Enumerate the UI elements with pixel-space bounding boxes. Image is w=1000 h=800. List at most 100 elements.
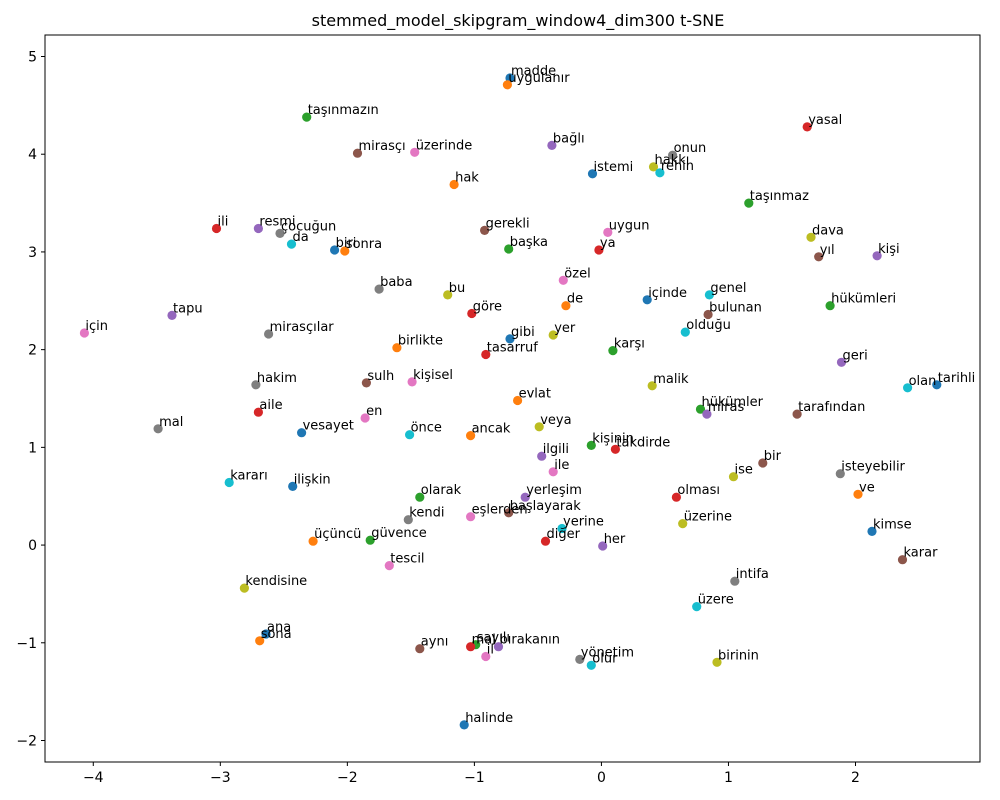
point-marker-66 [548,467,558,477]
point-marker-37 [264,329,274,339]
point-marker-7 [668,150,678,160]
point-marker-76 [466,512,476,522]
point-label-83: diğer [547,527,581,542]
point-marker-18 [806,232,816,242]
point-marker-16 [603,227,613,237]
point-label-1: uygulanır [508,71,570,86]
point-label-20: biri [336,236,357,251]
point-label-54: miras [708,400,745,415]
point-marker-48 [647,381,657,391]
point-marker-73 [671,492,682,502]
point-marker-23 [594,245,604,255]
point-marker-64 [537,451,547,461]
point-label-46: kişisel [413,368,453,383]
point-marker-49 [903,383,913,393]
point-label-60: vesayet [303,419,354,434]
point-label-74: yerleşim [526,483,582,498]
point-marker-43 [481,349,491,360]
point-label-69: kararı [230,469,268,484]
point-label-21: sonra [346,237,382,252]
point-marker-50 [932,380,942,390]
point-marker-32 [825,301,835,311]
point-marker-34 [167,310,177,320]
point-label-30: içinde [648,286,687,301]
point-label-79: yerine [563,515,604,530]
point-label-0: madde [511,64,556,79]
x-tick-label-5: 1 [724,770,733,786]
point-marker-47 [251,380,261,390]
point-label-72: olarak [421,483,462,498]
point-label-89: üzere [698,593,734,608]
chart-title: stemmed_model_skipgram_window4_dim300 t-… [312,11,725,31]
point-label-10: istemi [594,160,634,175]
point-marker-13 [211,223,222,234]
point-marker-63 [610,444,621,454]
point-label-75: başlayarak [510,499,582,514]
point-marker-67 [835,469,845,479]
point-label-2: taşınmazın [308,103,379,118]
point-label-43: tasarruf [487,341,539,356]
point-label-44: geri [843,348,868,363]
point-marker-31 [561,301,571,311]
point-marker-46 [407,377,417,387]
point-label-50: tarihli [938,371,975,386]
point-marker-85 [897,555,908,565]
x-tick-label-4: 0 [597,770,606,786]
point-label-3: yasal [808,113,842,128]
point-label-57: mal [159,415,183,430]
point-marker-81 [308,536,318,546]
y-tick-label-2: 0 [28,538,37,554]
point-label-39: olduğu [686,318,731,333]
point-label-90: ana [267,620,291,635]
x-tick-label-0: −4 [83,770,104,786]
point-marker-39 [680,327,690,337]
point-label-87: intifa [736,567,769,582]
point-marker-2 [302,112,312,122]
point-marker-97 [575,654,585,665]
point-marker-59 [405,430,415,440]
point-label-32: hükümleri [831,292,896,307]
point-marker-3 [802,122,812,132]
point-label-22: başka [510,235,548,250]
point-marker-20 [330,245,340,255]
point-label-51: evlat [519,387,551,402]
point-marker-60 [297,428,307,438]
point-label-24: kişi [878,242,900,257]
point-marker-27 [374,284,384,294]
point-label-5: mirasçı [359,139,406,154]
point-marker-83 [540,536,551,546]
point-marker-77 [403,515,413,525]
point-label-13: ili [218,215,229,230]
point-label-6: üzerinde [416,138,473,153]
point-marker-62 [586,440,596,450]
point-marker-15 [480,225,490,235]
point-marker-22 [504,244,514,254]
point-label-88: kendisine [245,574,307,589]
point-marker-45 [361,378,371,388]
point-marker-98 [712,657,722,667]
point-marker-29 [704,290,715,300]
point-label-96: il [487,643,494,658]
point-label-45: sulh [367,369,394,384]
point-marker-86 [384,561,394,571]
point-marker-40 [505,334,515,344]
point-label-42: karşı [614,337,645,352]
point-label-40: gibi [511,325,535,340]
x-tick-label-2: −2 [337,770,358,786]
point-label-16: uygun [609,218,650,233]
point-marker-44 [836,357,847,367]
point-marker-56 [360,413,370,423]
point-label-77: kendi [409,506,444,521]
point-marker-89 [692,602,702,612]
point-label-84: her [604,532,626,547]
point-marker-35 [703,309,713,320]
point-label-67: isteyebilir [841,460,905,475]
point-marker-51 [513,395,523,406]
point-marker-12 [744,198,754,208]
point-marker-87 [730,576,740,586]
point-marker-95 [415,644,425,654]
point-marker-33 [467,308,477,319]
point-marker-19 [286,239,297,249]
point-label-68: ise [735,463,753,478]
